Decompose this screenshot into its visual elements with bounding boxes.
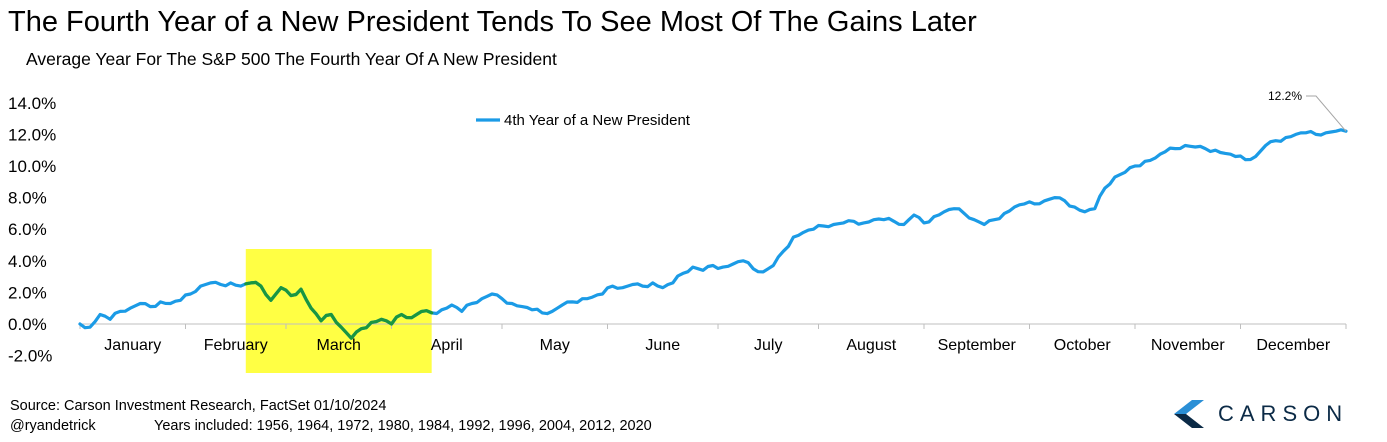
x-tick-label: May — [540, 337, 570, 354]
years-included-note: Years included: 1956, 1964, 1972, 1980, … — [154, 418, 652, 434]
logo-mark-bottom — [1174, 414, 1204, 428]
line-chart: -2.0% 0.0% 2.0% 4.0% 6.0% 8.0% 10.0% 12.0% 14.0%… — [8, 89, 1348, 373]
logo-mark-top — [1174, 400, 1204, 414]
x-ticks — [79, 324, 1347, 329]
x-tick-label: July — [754, 337, 782, 354]
source-note: Source: Carson Investment Research, Fact… — [10, 398, 387, 414]
author-handle: @ryandetrick — [10, 418, 96, 434]
x-tick-label: October — [1054, 337, 1112, 354]
y-tick-label: 4.0% — [8, 252, 47, 271]
end-value-annotation: 12.2% — [1268, 89, 1347, 132]
y-tick-label: 6.0% — [8, 220, 47, 239]
carson-logo-mark — [1174, 400, 1204, 428]
y-tick-label: 14.0% — [8, 94, 56, 113]
y-tick-label: 12.0% — [8, 125, 56, 144]
x-tick-label: March — [316, 337, 360, 354]
annotation-label: 12.2% — [1268, 89, 1302, 103]
annotation-leader-line — [1306, 95, 1347, 132]
x-tick-label: June — [645, 337, 680, 354]
highlight-box — [245, 249, 432, 373]
chart-subtitle: Average Year For The S&P 500 The Fourth … — [26, 49, 557, 69]
y-tick-label: 10.0% — [8, 157, 56, 176]
chart-title: The Fourth Year of a New President Tends… — [8, 6, 977, 38]
x-tick-label: September — [938, 337, 1017, 354]
y-tick-label: 2.0% — [8, 283, 47, 302]
x-tick-label: February — [204, 337, 268, 354]
legend-label: 4th Year of a New President — [504, 112, 691, 129]
x-tick-label: January — [104, 337, 161, 354]
x-axis-labels: January February March April May June July Augu… — [104, 337, 1331, 354]
legend: 4th Year of a New President — [476, 112, 691, 129]
x-tick-label: August — [846, 337, 896, 354]
x-tick-label: April — [431, 337, 463, 354]
y-tick-label: 0.0% — [8, 315, 47, 334]
x-tick-label: November — [1151, 337, 1225, 354]
y-tick-label: 8.0% — [8, 189, 47, 208]
y-tick-label: -2.0% — [8, 347, 52, 366]
y-axis: -2.0% 0.0% 2.0% 4.0% 6.0% 8.0% 10.0% 12.0% 14.0% — [8, 94, 56, 366]
logo-wordmark: CARSON — [1218, 401, 1349, 426]
carson-logo: CARSON — [1170, 396, 1370, 432]
series-line-highlight — [244, 280, 434, 340]
x-tick-label: December — [1256, 337, 1330, 354]
